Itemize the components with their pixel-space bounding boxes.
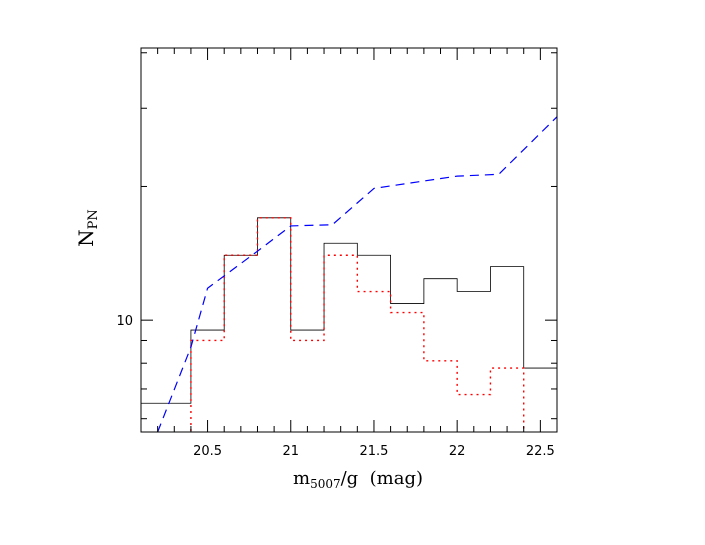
x-tick-label: 22 <box>449 444 466 459</box>
x-axis-label: m5007/g (mag) <box>293 468 423 491</box>
y-axis-label: NPN <box>74 209 101 247</box>
y-tick-label: 10 <box>116 314 133 329</box>
axis-ticks <box>140 48 558 432</box>
x-tick-label: 22.5 <box>526 444 555 459</box>
plot-frame <box>140 47 558 433</box>
x-tick-labels: 20.5 21 21.5 22 22.5 <box>193 444 555 459</box>
x-tick-label: 21 <box>282 444 299 459</box>
x-tick-label: 20.5 <box>193 444 222 459</box>
series-2-dashed-line <box>157 116 557 432</box>
x-tick-label: 21.5 <box>359 444 388 459</box>
y-tick-labels: 10 <box>116 314 133 329</box>
series-0-solid-step <box>141 217 557 404</box>
plot-area <box>141 116 557 432</box>
